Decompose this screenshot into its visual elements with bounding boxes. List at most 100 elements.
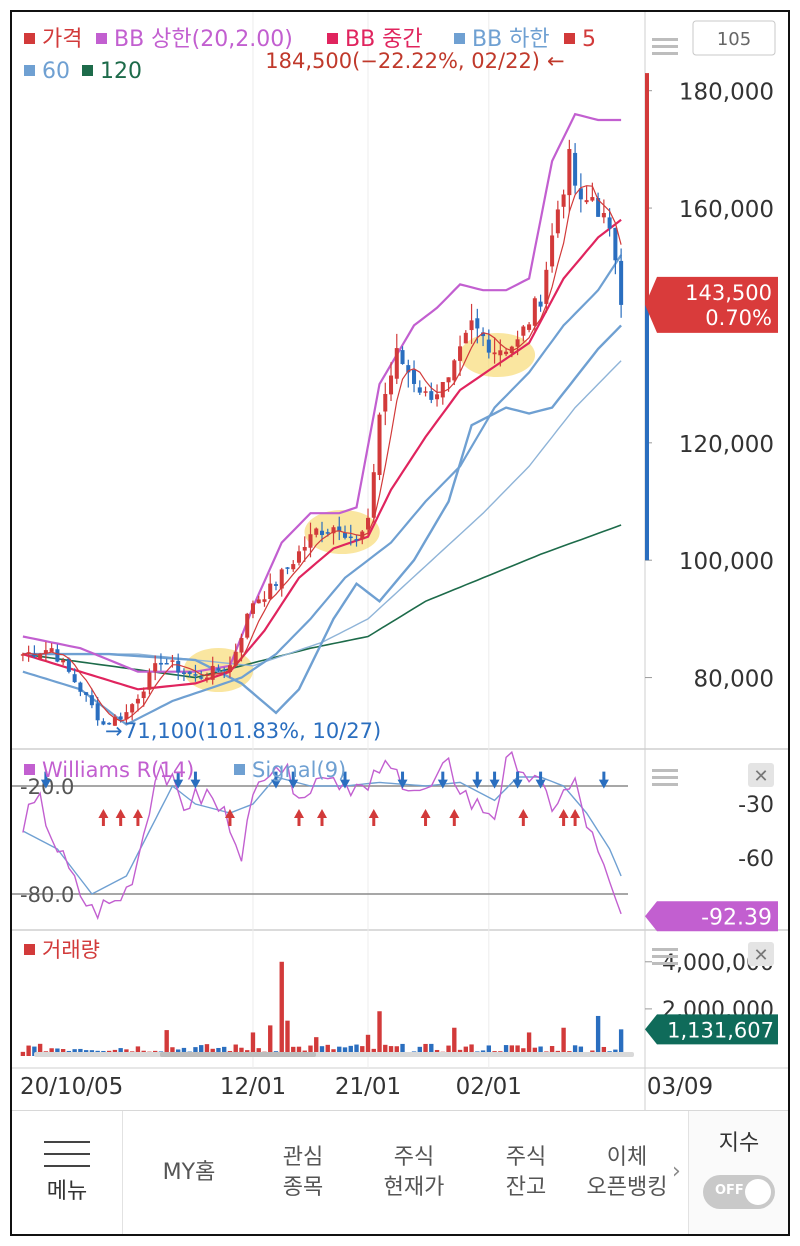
volume-bar xyxy=(377,1011,381,1056)
candle-body xyxy=(159,663,163,665)
candle-body xyxy=(613,228,617,260)
candle-body xyxy=(556,209,560,233)
candle-body xyxy=(602,213,606,217)
candle-body xyxy=(412,370,416,384)
volume-bar xyxy=(26,1046,30,1056)
close-icon: ✕ xyxy=(753,945,768,966)
nav-my-home-label: MY홈 xyxy=(163,1158,216,1188)
candle-body xyxy=(130,704,134,712)
legend-swatch xyxy=(82,65,93,76)
legend-swatch xyxy=(24,33,35,44)
legend-swatch xyxy=(96,33,107,44)
legend-swatch xyxy=(24,944,35,955)
chart-screen: 180,000 160,000 120,000 100,000 80,000 184,50… xyxy=(10,10,790,1236)
candle-body xyxy=(61,660,65,662)
volume-current-value: 1,131,607 xyxy=(667,1018,774,1042)
nav-watchlist-line2: 종목 xyxy=(283,1173,323,1203)
candle-body xyxy=(297,551,301,562)
scroll-indicator xyxy=(34,1052,634,1057)
wr-axis-label: -60 xyxy=(738,847,774,872)
close-icon: ✕ xyxy=(753,766,768,787)
legend-label: 가격 xyxy=(42,27,82,52)
candle-body xyxy=(452,360,456,380)
candle-body xyxy=(153,663,157,671)
legend-label: 거래량 xyxy=(42,938,100,962)
candle-body xyxy=(268,584,272,599)
nav-stock-balance[interactable]: 주식 잔고 xyxy=(470,1111,582,1235)
price-settings-icon xyxy=(652,38,678,55)
stock-chart[interactable]: 180,000 160,000 120,000 100,000 80,000 184,50… xyxy=(12,12,788,1110)
current-price-change: 0.70% xyxy=(705,306,772,330)
candle-body xyxy=(389,376,393,395)
legend-label: 120 xyxy=(100,59,142,84)
nav-stock-price[interactable]: 주식 현재가 xyxy=(358,1111,470,1235)
nav-stock-price-line2: 현재가 xyxy=(384,1173,445,1203)
candle-body xyxy=(366,518,370,530)
toggle-knob xyxy=(745,1179,771,1205)
price-axis-label: 180,000 xyxy=(679,80,774,106)
candle-body xyxy=(475,318,479,328)
candle-body xyxy=(458,346,462,361)
candle-body xyxy=(136,699,140,704)
candle-body xyxy=(435,394,439,399)
candle-body xyxy=(165,663,169,665)
x-axis-label: 03/09 xyxy=(647,1074,713,1100)
nav-transfer-line1: 이체 xyxy=(607,1143,647,1173)
low-arrow: → xyxy=(105,719,123,743)
price-range-bar-up xyxy=(645,73,649,305)
bottom-navigation: 메뉴 MY홈 관심 종목 주식 현재가 주식 잔고 이체 오픈뱅킹 › 지수 O… xyxy=(12,1110,788,1235)
index-toggle[interactable]: OFF xyxy=(703,1175,775,1209)
nav-watchlist-line1: 관심 xyxy=(283,1143,323,1173)
candle-body xyxy=(441,382,445,397)
candle-body xyxy=(84,692,88,695)
candle-body xyxy=(464,333,468,343)
candle-body xyxy=(401,350,405,364)
nav-watchlist[interactable]: 관심 종목 xyxy=(248,1111,358,1235)
price-range-bar-down xyxy=(645,305,649,560)
period-box-value: 105 xyxy=(717,29,751,50)
nav-stock-balance-line1: 주식 xyxy=(506,1143,546,1173)
volume-bar xyxy=(596,1016,600,1056)
candle-body xyxy=(504,352,508,354)
candle-body xyxy=(470,320,474,330)
candle-body xyxy=(383,394,387,412)
settings-bar xyxy=(652,45,678,48)
legend-label: BB 중간 xyxy=(345,27,423,52)
high-annotation: 184,500(−22.22%, 02/22) xyxy=(265,49,540,73)
candle-body xyxy=(303,547,307,551)
candle-body xyxy=(562,194,566,206)
menu-button[interactable]: 메뉴 xyxy=(12,1111,123,1235)
wr-current-value: -92.39 xyxy=(701,905,772,930)
candle-body xyxy=(314,528,318,534)
nav-my-home[interactable]: MY홈 xyxy=(130,1111,248,1235)
legend-label: 60 xyxy=(42,59,70,84)
candle-body xyxy=(285,567,289,569)
candle-body xyxy=(429,391,433,400)
candle-body xyxy=(343,533,347,538)
nav-stock-balance-line2: 잔고 xyxy=(506,1173,546,1203)
candle-body xyxy=(96,703,100,720)
volume-bar xyxy=(280,962,284,1056)
candle-body xyxy=(73,674,77,682)
legend-swatch xyxy=(454,33,465,44)
candle-body xyxy=(193,674,197,676)
candle-body xyxy=(147,672,151,689)
price-axis-label: 80,000 xyxy=(694,667,774,693)
legend-swatch xyxy=(24,65,35,76)
volume-bar xyxy=(21,1052,25,1056)
candle-body xyxy=(262,599,266,602)
wr-legend: Williams R(14) Signal(9) xyxy=(24,758,346,782)
chart-background xyxy=(12,12,788,1110)
index-label: 지수 xyxy=(689,1125,789,1157)
candle-body xyxy=(251,603,255,614)
volume-bar xyxy=(561,1028,565,1056)
candle-body xyxy=(372,472,376,518)
chevron-right-icon[interactable]: › xyxy=(672,1159,681,1184)
menu-label: 메뉴 xyxy=(47,1177,87,1207)
nav-transfer[interactable]: 이체 오픈뱅킹 xyxy=(574,1111,680,1235)
candle-body xyxy=(222,670,226,672)
candle-body xyxy=(142,692,146,698)
legend-label: Williams R(14) xyxy=(42,758,194,782)
candle-body xyxy=(239,638,243,653)
settings-bar xyxy=(652,962,678,965)
